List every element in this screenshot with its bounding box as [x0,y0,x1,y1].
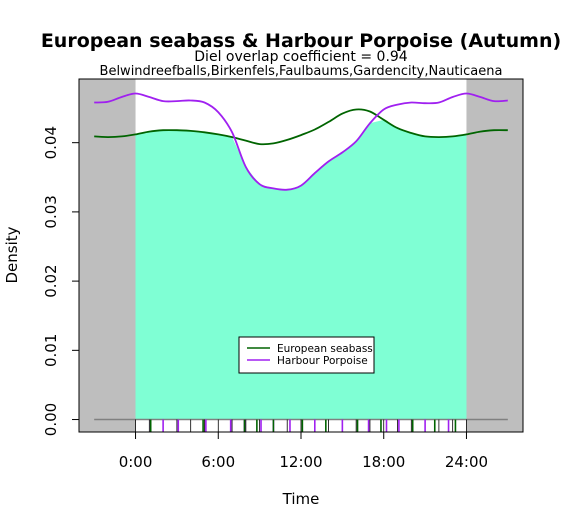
chart-title: European seabass & Harbour Porpoise (Aut… [41,30,561,52]
y-tick-label: 0.02 [42,264,60,297]
plot-area [79,79,523,432]
night-shade-1 [466,79,523,432]
x-tick-label: 6:00 [201,453,235,471]
x-tick-label: 18:00 [362,453,405,471]
x-axis: 0:00 6:00 12:00 18:00 24:00 [119,431,488,471]
observation-rug [135,419,467,432]
overlap-area [135,119,467,420]
legend-box [238,336,375,374]
x-tick-label: 0:00 [119,453,153,471]
legend: European seabass Harbour Porpoise [238,336,375,374]
legend-label-porpoise: Harbour Porpoise [277,355,368,367]
y-axis: 0.00 0.01 0.02 0.03 0.04 [42,126,80,436]
y-tick-label: 0.01 [42,334,60,367]
chart-sites: Belwindreefballs,Birkenfels,Faulbaums,Ga… [100,64,503,79]
series-line-porpoise [94,92,508,191]
series-line-seabass [94,108,508,146]
x-tick-label: 24:00 [445,453,488,471]
x-axis-label: Time [282,490,320,508]
x-tick-label: 12:00 [279,453,322,471]
chart-subtitle: Diel overlap coefficient = 0.94 [194,49,408,65]
night-shade-0 [79,79,136,432]
y-tick-label: 0.03 [42,195,60,228]
y-tick-label: 0.00 [42,403,60,436]
y-tick-label: 0.04 [42,126,60,159]
legend-label-seabass: European seabass [277,343,373,355]
y-axis-label: Density [3,226,21,283]
